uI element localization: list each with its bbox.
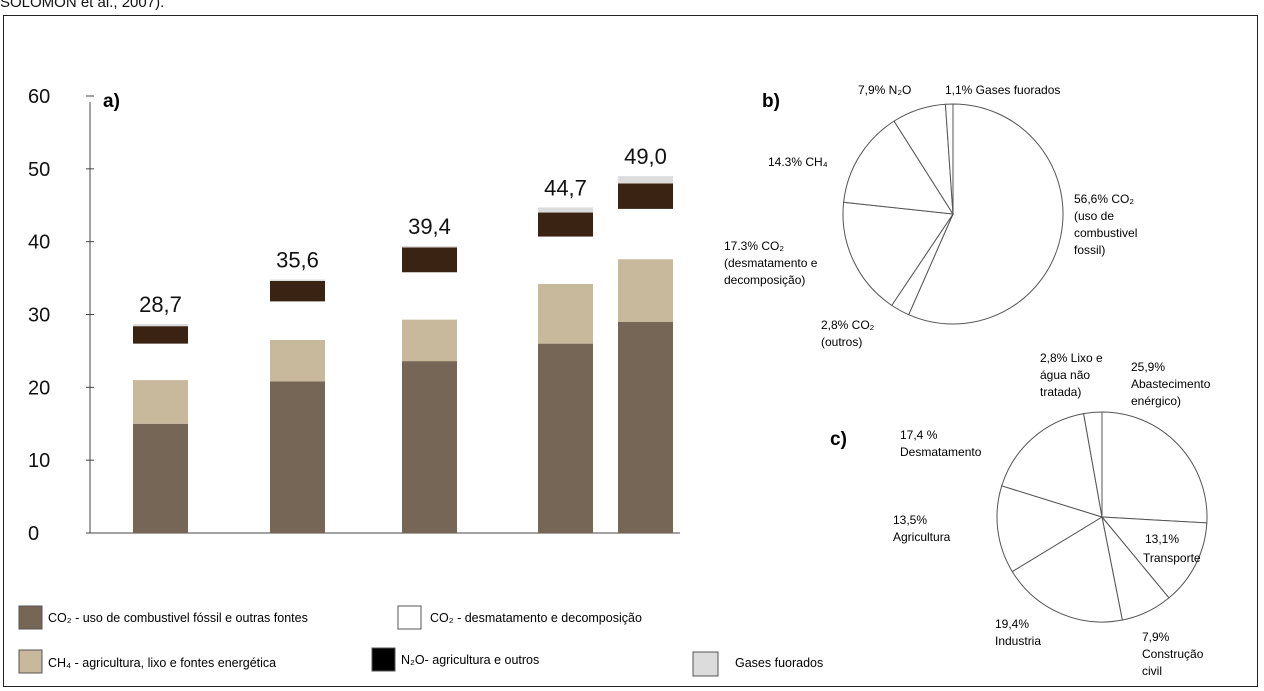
top-caption: SOLOMON et al., 2007). (0, 0, 165, 11)
bar-segment-co2-fossil (270, 381, 325, 533)
bar-segment-ch4 (402, 319, 457, 362)
pie-b-label-fluorinated: 1,1% Gases fuorados (945, 83, 1060, 97)
bar-total-label: 35,6 (276, 248, 319, 273)
pie-b-label-deforestation: 17.3% CO₂ (desmatamento e decomposição) (724, 239, 821, 287)
pie-c-slice-6 (1001, 413, 1103, 518)
pie-c-slice-4 (1011, 516, 1123, 623)
bar-segment-co2-deforestation (618, 208, 673, 260)
legend-swatch-co2-fossil (18, 605, 43, 630)
y-tick-label: 50 (28, 159, 50, 181)
bar-segment-ch4 (538, 283, 593, 344)
pie-c-label-waste: 2,8% Lixo e água não tratada) (1040, 351, 1106, 399)
legend-label-co2-deforestation: CO₂ - desmatamento e decomposição (430, 611, 642, 625)
legend-swatch-ch4 (18, 649, 43, 674)
legend-swatch-fluorinated (692, 651, 719, 677)
bar-chart-panel-a: 0 10 20 30 40 50 60 28,7 35,6 39,4 44,7 49,0 a) (28, 86, 680, 545)
bar-total-label: 44,7 (544, 175, 587, 200)
bar-segment-ch4 (270, 339, 325, 382)
bar-segment-fluorinated (133, 323, 188, 327)
pie-b-slice-3 (842, 201, 954, 307)
bar-segment-ch4 (618, 259, 673, 322)
bar-segment-co2-fossil (538, 343, 593, 533)
pie-c-label-transport: 13,1% Transporte (1143, 532, 1201, 565)
pie-b-slice-4 (843, 120, 954, 215)
figure-frame (3, 15, 1258, 687)
bar-segment-fluorinated (270, 279, 325, 281)
panel-a-label: a) (103, 91, 120, 112)
pie-c-label-deforestation: 17,4 % Desmatamento (900, 428, 982, 459)
bar-segment-fluorinated (538, 207, 593, 213)
pie-c-label-agriculture: 13,5% Agricultura (893, 513, 951, 544)
pie-c-label-energy: 25,9% Abastecimento enérgico) (1131, 360, 1214, 408)
bar-segment-fluorinated (402, 246, 457, 248)
pie-chart-panel-c: c) 2,8% Lixo e água não tratada) 25,9% A… (830, 351, 1214, 678)
bar-segment-co2-fossil (133, 423, 188, 533)
pie-b-label-fossil: 56,6% CO₂ (uso de combustivel fossil) (1074, 192, 1141, 257)
pie-c-slice-5 (996, 485, 1104, 573)
y-tick-label: 20 (28, 377, 50, 399)
bar-segment-n2o (618, 183, 673, 209)
bar-segment-co2-deforestation (133, 343, 188, 381)
pie-b-slice-1 (908, 103, 1064, 325)
pie-c-slice-2 (1100, 516, 1208, 599)
panel-c-label: c) (830, 429, 847, 450)
bar-segment-co2-deforestation (402, 272, 457, 320)
bar-segment-fluorinated (618, 176, 673, 184)
bar-segment-n2o (538, 212, 593, 237)
bar-segment-co2-fossil (402, 361, 457, 533)
y-tick-label: 40 (28, 232, 50, 254)
legend-label-n2o: N₂O- agricultura e outros (401, 653, 539, 667)
legend-swatch-n2o (371, 647, 396, 672)
y-tick-label: 30 (28, 305, 50, 327)
bar-segment-co2-fossil (618, 321, 673, 533)
legend-label-ch4: CH₄ - agricultura, lixo e fontes energét… (48, 656, 276, 670)
y-tick-label: 10 (28, 450, 50, 472)
bar-segment-ch4 (133, 380, 188, 424)
pie-b-label-ch4: 14.3% CH₄ (768, 155, 828, 169)
y-tick-label: 60 (28, 86, 50, 108)
legend-label-fluorinated: Gases fuorados (735, 656, 823, 670)
pie-c-slice-7 (1083, 411, 1103, 518)
panel-b-label: b) (762, 91, 780, 112)
pie-c-label-construction: 7,9% Construção civil (1142, 630, 1207, 678)
bar-segment-n2o (133, 326, 188, 344)
bar-total-label: 49,0 (624, 144, 667, 169)
y-tick-label: 0 (28, 523, 39, 545)
legend-swatch-co2-deforestation (397, 605, 422, 630)
legend-label-co2-fossil: CO₂ - uso de combustivel fóssil e outras… (48, 611, 308, 625)
bar-segment-n2o (270, 280, 325, 302)
pie-c-slice-1 (1101, 411, 1208, 524)
pie-b-slice-6 (944, 103, 954, 215)
bar-segment-co2-deforestation (538, 236, 593, 284)
legend: CO₂ - uso de combustivel fóssil e outras… (18, 605, 823, 677)
bar-segment-co2-deforestation (270, 301, 325, 340)
pie-chart-panel-b: b) 7,9% N₂O 1,1% Gases fuorados 14.3% CH… (724, 83, 1141, 349)
bar-total-label: 28,7 (139, 292, 182, 317)
bar-segment-n2o (402, 247, 457, 273)
bar-total-label: 39,4 (408, 214, 451, 239)
pie-c-label-industry: 19,4% Industria (995, 617, 1041, 648)
pie-b-label-n2o: 7,9% N₂O (858, 83, 911, 97)
pie-b-label-others: 2,8% CO₂ (outros) (821, 318, 878, 349)
